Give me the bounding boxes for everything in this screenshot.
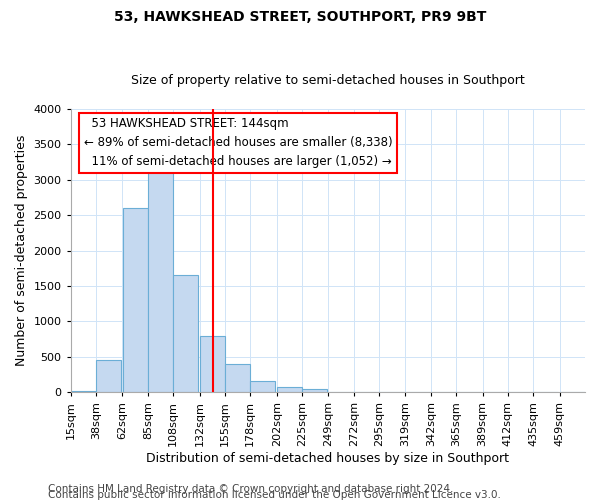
Bar: [277, 388, 302, 392]
Bar: [96, 360, 121, 392]
Text: Contains public sector information licensed under the Open Government Licence v3: Contains public sector information licen…: [48, 490, 501, 500]
Bar: [122, 208, 148, 392]
Text: Contains HM Land Registry data © Crown copyright and database right 2024.: Contains HM Land Registry data © Crown c…: [48, 484, 454, 494]
X-axis label: Distribution of semi-detached houses by size in Southport: Distribution of semi-detached houses by …: [146, 452, 509, 465]
Bar: [200, 336, 225, 392]
Bar: [148, 166, 173, 392]
Text: 53, HAWKSHEAD STREET, SOUTHPORT, PR9 9BT: 53, HAWKSHEAD STREET, SOUTHPORT, PR9 9BT: [114, 10, 486, 24]
Bar: [173, 276, 198, 392]
Y-axis label: Number of semi-detached properties: Number of semi-detached properties: [15, 135, 28, 366]
Bar: [302, 389, 327, 392]
Bar: [225, 364, 250, 392]
Title: Size of property relative to semi-detached houses in Southport: Size of property relative to semi-detach…: [131, 74, 525, 87]
Bar: [250, 380, 275, 392]
Bar: [71, 391, 96, 392]
Text: 53 HAWKSHEAD STREET: 144sqm  
← 89% of semi-detached houses are smaller (8,338)
: 53 HAWKSHEAD STREET: 144sqm ← 89% of sem…: [83, 118, 392, 168]
